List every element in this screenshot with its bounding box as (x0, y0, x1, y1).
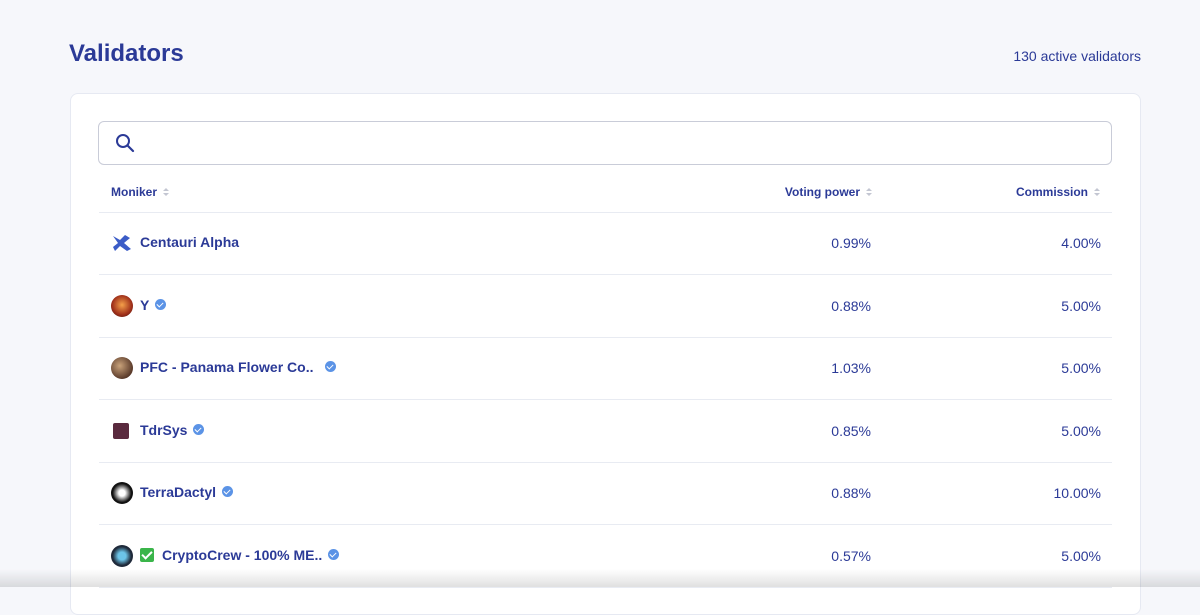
check-emoji (140, 547, 154, 562)
validator-row[interactable]: PFC - Panama Flower Co.. 1.03% 5.00% (99, 337, 1112, 400)
commission: 5.00% (1061, 360, 1101, 376)
column-header[interactable]: Moniker (111, 185, 170, 199)
table-header: Moniker Voting power Commission (99, 178, 1112, 213)
moniker[interactable]: PFC - Panama Flower Co.. (140, 359, 314, 375)
validator-avatar (111, 482, 133, 504)
verified-badge (222, 486, 234, 497)
active-count: 130 active validators (1013, 48, 1141, 64)
verified-badge (193, 423, 205, 435)
voting-power: 1.03% (831, 360, 871, 376)
voting-power: 0.85% (831, 422, 871, 439)
validator-avatar (111, 544, 133, 567)
commission: 4.00% (1061, 235, 1101, 251)
commission: 5.00% (1061, 297, 1101, 314)
moniker[interactable]: Centauri Alpha (140, 234, 240, 250)
validator-name: PFC - Panama Flower Co.. (140, 359, 337, 375)
page-title: Validators (69, 40, 184, 67)
search-icon (116, 134, 135, 153)
commission: 5.00% (1061, 422, 1101, 439)
validator-row[interactable]: Y 0.88% 5.00% (99, 275, 1112, 338)
validator-name: TdrSys (140, 421, 205, 438)
validator-name: CryptoCrew - 100% ME.. (140, 546, 340, 563)
voting-power: 0.88% (831, 485, 871, 501)
voting-power: 0.88% (831, 297, 871, 314)
validator-avatar (111, 357, 133, 379)
validator-row[interactable]: TerraDactyl 0.88% 10.00% (99, 462, 1112, 525)
moniker[interactable]: CryptoCrew - 100% ME.. (162, 546, 323, 563)
validator-row[interactable]: TdrSys 0.85% 5.00% (99, 400, 1112, 463)
moniker[interactable]: Y (140, 296, 150, 313)
voting-power: 0.57% (831, 547, 871, 564)
verified-badge (155, 298, 167, 310)
column-header[interactable]: Commission (1016, 185, 1100, 199)
column-label: Voting power (784, 185, 860, 199)
validator-avatar (111, 232, 133, 254)
commission: 5.00% (1061, 547, 1101, 564)
verified-badge (325, 361, 337, 372)
validator-name: Y (140, 296, 167, 313)
validator-row[interactable]: CryptoCrew - 100% ME.. 0.57% 5.00% (99, 525, 1112, 588)
validator-row[interactable]: Centauri Alpha 0.99% 4.00% (99, 212, 1112, 275)
moniker[interactable]: TerraDactyl (140, 484, 217, 500)
validators-card: Moniker Voting power Commission Centauri A… (70, 93, 1141, 615)
validator-avatar (113, 422, 129, 439)
column-header[interactable]: Voting power (785, 185, 872, 199)
moniker[interactable]: TdrSys (140, 421, 188, 438)
search-input[interactable] (98, 121, 1112, 165)
column-label: Moniker (111, 185, 158, 199)
column-label: Commission (1015, 185, 1088, 199)
bottom-shadow (0, 569, 1200, 587)
verified-badge (328, 548, 340, 560)
validator-name: TerraDactyl (140, 484, 234, 500)
commission: 10.00% (1053, 485, 1101, 501)
page: {"header": {"title": "Validators", "acti… (0, 0, 1200, 587)
validator-avatar (111, 294, 133, 317)
voting-power: 0.99% (831, 235, 871, 251)
validator-name: Centauri Alpha (140, 234, 239, 250)
